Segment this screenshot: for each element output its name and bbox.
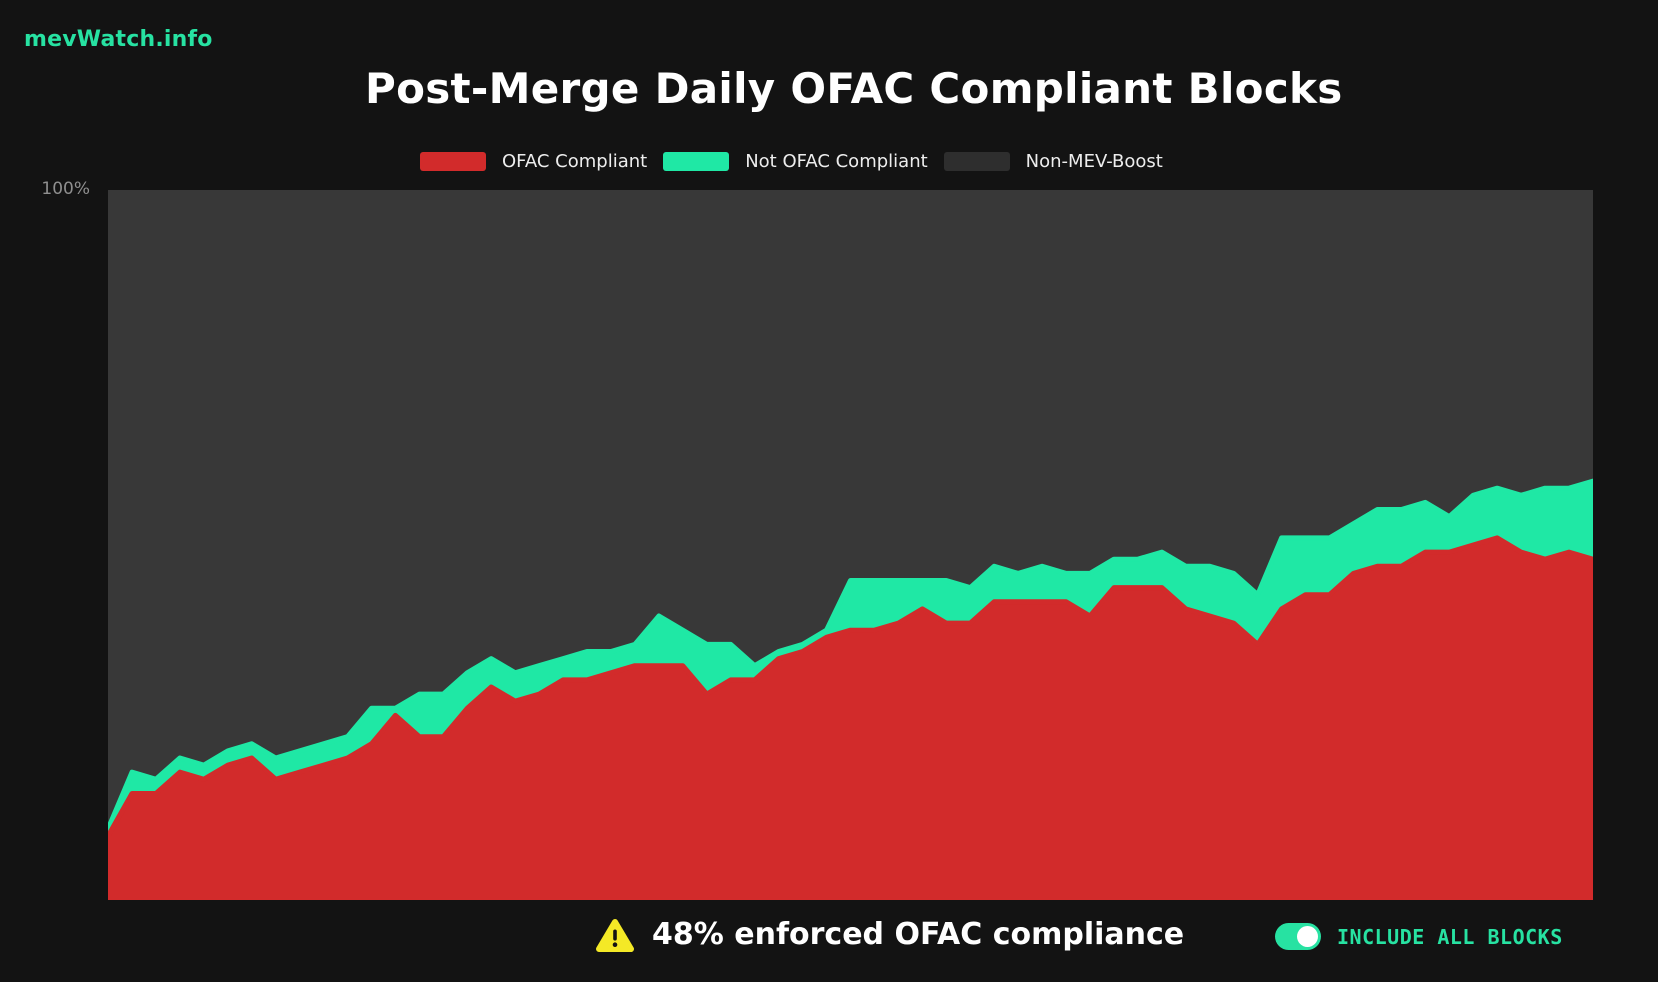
legend-swatch-green [663,152,730,171]
chart-title: Post-Merge Daily OFAC Compliant Blocks [365,64,1343,113]
include-all-blocks-toggle-label[interactable]: INCLUDE ALL BLOCKS [1337,925,1563,949]
chart-legend: OFAC Compliant Not OFAC Compliant Non-ME… [420,151,1163,172]
legend-swatch-red [420,152,486,171]
compliance-status-message: 48% enforced OFAC compliance [652,917,1185,952]
legend-label: OFAC Compliant [502,151,648,172]
include-all-blocks-toggle[interactable] [1275,923,1321,950]
legend-swatch-gray [943,152,1010,171]
legend-item-ofac-compliant[interactable]: OFAC Compliant [420,151,647,172]
legend-label: Non-MEV-Boost [1025,151,1163,172]
site-logo[interactable]: mevWatch.info [24,27,213,52]
warning-icon [596,919,634,952]
y-axis-top-tick-label: 100% [41,179,90,199]
legend-item-not-ofac-compliant[interactable]: Not OFAC Compliant [663,151,928,172]
legend-label: Not OFAC Compliant [745,151,928,172]
toggle-knob [1297,926,1318,947]
chart-canvas [108,478,1593,900]
stacked-area-chart[interactable] [108,190,1593,900]
legend-item-non-mev-boost[interactable]: Non-MEV-Boost [943,151,1163,172]
